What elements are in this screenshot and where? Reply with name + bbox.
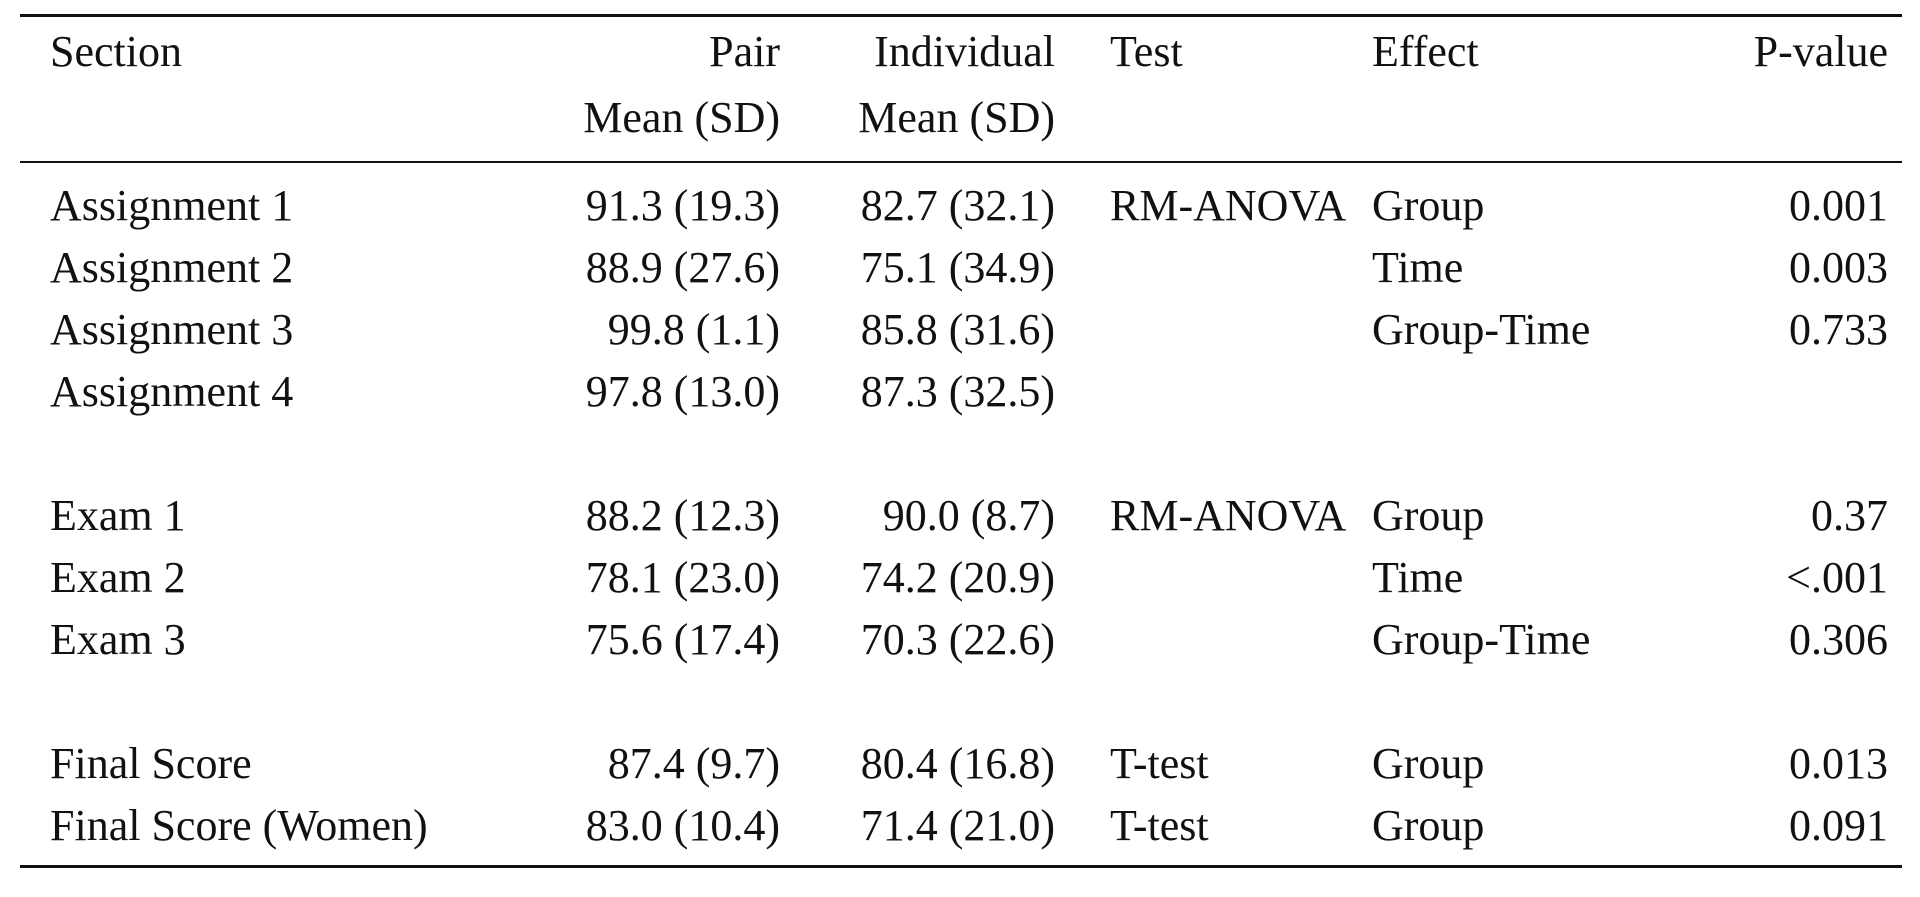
cell-pair: 97.8 (13.0) <box>585 367 780 416</box>
cell-individual: 82.7 (32.1) <box>860 181 1055 230</box>
cell-pair: 87.4 (9.7) <box>607 739 780 788</box>
header-section: Section <box>50 27 182 76</box>
cell-individual: 74.2 (20.9) <box>860 553 1055 602</box>
table-row: Assignment 2 88.9 (27.6) 75.1 (34.9) Tim… <box>20 237 1902 299</box>
cell-individual: 85.8 (31.6) <box>860 305 1055 354</box>
cell-pvalue: 0.003 <box>1789 243 1888 292</box>
cell-section: Assignment 4 <box>50 367 294 416</box>
cell-test <box>1055 237 1372 299</box>
table-row: Final Score 87.4 (9.7) 80.4 (16.8) T-tes… <box>20 733 1902 795</box>
cell-pair: 88.9 (27.6) <box>585 243 780 292</box>
cell-test: RM-ANOVA <box>1110 491 1347 540</box>
cell-pvalue: 0.091 <box>1789 801 1888 850</box>
cell-individual: 90.0 (8.7) <box>882 491 1055 540</box>
cell-individual: 70.3 (22.6) <box>860 615 1055 664</box>
cell-section: Exam 1 <box>50 491 186 540</box>
top-rule <box>20 14 1902 17</box>
cell-test <box>1055 609 1372 671</box>
cell-individual: 71.4 (21.0) <box>860 801 1055 850</box>
spacer-cell <box>20 671 1902 733</box>
cell-pvalue: 0.001 <box>1789 181 1888 230</box>
header-effect: Effect <box>1372 27 1479 76</box>
cell-pvalue: <.001 <box>1786 553 1888 602</box>
cell-section: Assignment 1 <box>50 181 294 230</box>
header-blank <box>1055 83 1372 161</box>
cell-section: Exam 2 <box>50 553 186 602</box>
bottom-rule <box>20 865 1902 868</box>
cell-section: Final Score (Women) <box>50 801 428 850</box>
cell-test <box>1055 299 1372 361</box>
results-table: Section Pair Individual Test Effect P-va… <box>20 14 1902 868</box>
cell-test <box>1055 361 1372 423</box>
table-row: Exam 1 88.2 (12.3) 90.0 (8.7) RM-ANOVA G… <box>20 485 1902 547</box>
table-header: Section Pair Individual Test Effect P-va… <box>20 17 1902 161</box>
cell-effect: Group-Time <box>1372 305 1591 354</box>
cell-pvalue: 0.37 <box>1811 491 1888 540</box>
cell-test <box>1055 547 1372 609</box>
cell-pvalue: 0.733 <box>1789 305 1888 354</box>
cell-pvalue <box>1672 361 1902 423</box>
cell-pair: 75.6 (17.4) <box>585 615 780 664</box>
cell-effect: Time <box>1372 553 1464 602</box>
cell-test: RM-ANOVA <box>1110 181 1347 230</box>
cell-pvalue: 0.306 <box>1789 615 1888 664</box>
cell-pvalue: 0.013 <box>1789 739 1888 788</box>
results-table-grid: Section Pair Individual Test Effect P-va… <box>20 17 1902 161</box>
table-row: Assignment 1 91.3 (19.3) 82.7 (32.1) RM-… <box>20 163 1902 237</box>
table-row: Assignment 3 99.8 (1.1) 85.8 (31.6) Grou… <box>20 299 1902 361</box>
cell-pair: 88.2 (12.3) <box>585 491 780 540</box>
cell-section: Final Score <box>50 739 252 788</box>
cell-section: Exam 3 <box>50 615 186 664</box>
spacer-cell <box>20 423 1902 485</box>
cell-section: Assignment 2 <box>50 243 294 292</box>
table-row: Assignment 4 97.8 (13.0) 87.3 (32.5) <box>20 361 1902 423</box>
table-row: Final Score (Women) 83.0 (10.4) 71.4 (21… <box>20 795 1902 865</box>
results-table-body: Assignment 1 91.3 (19.3) 82.7 (32.1) RM-… <box>20 163 1902 865</box>
cell-individual: 80.4 (16.8) <box>860 739 1055 788</box>
header-blank <box>1372 83 1672 161</box>
cell-individual: 87.3 (32.5) <box>860 367 1055 416</box>
header-rule <box>20 161 1902 163</box>
header-pvalue: P-value <box>1753 27 1888 76</box>
table-body: Assignment 1 91.3 (19.3) 82.7 (32.1) RM-… <box>20 163 1902 865</box>
cell-pair: 83.0 (10.4) <box>585 801 780 850</box>
header-test: Test <box>1110 27 1183 76</box>
cell-pair: 78.1 (23.0) <box>585 553 780 602</box>
cell-effect: Group <box>1372 801 1485 850</box>
cell-effect: Group <box>1372 181 1485 230</box>
row-spacer <box>20 671 1902 733</box>
cell-individual: 75.1 (34.9) <box>860 243 1055 292</box>
cell-effect: Group <box>1372 491 1485 540</box>
header-row-1: Section Pair Individual Test Effect P-va… <box>20 17 1902 83</box>
header-row-2: Mean (SD) Mean (SD) <box>20 83 1902 161</box>
header-blank <box>20 83 540 161</box>
cell-effect <box>1372 361 1672 423</box>
cell-effect: Group <box>1372 739 1485 788</box>
cell-effect: Group-Time <box>1372 615 1591 664</box>
cell-pair: 91.3 (19.3) <box>585 181 780 230</box>
cell-effect: Time <box>1372 243 1464 292</box>
table-row: Exam 3 75.6 (17.4) 70.3 (22.6) Group-Tim… <box>20 609 1902 671</box>
cell-pair: 99.8 (1.1) <box>607 305 780 354</box>
header-pair-sub: Mean (SD) <box>583 93 780 142</box>
cell-test: T-test <box>1110 801 1209 850</box>
header-individual-sub: Mean (SD) <box>858 93 1055 142</box>
header-individual: Individual <box>874 27 1055 76</box>
header-blank <box>1672 83 1902 161</box>
cell-test: T-test <box>1110 739 1209 788</box>
table-row: Exam 2 78.1 (23.0) 74.2 (20.9) Time <.00… <box>20 547 1902 609</box>
header-pair: Pair <box>709 27 780 76</box>
row-spacer <box>20 423 1902 485</box>
cell-section: Assignment 3 <box>50 305 294 354</box>
